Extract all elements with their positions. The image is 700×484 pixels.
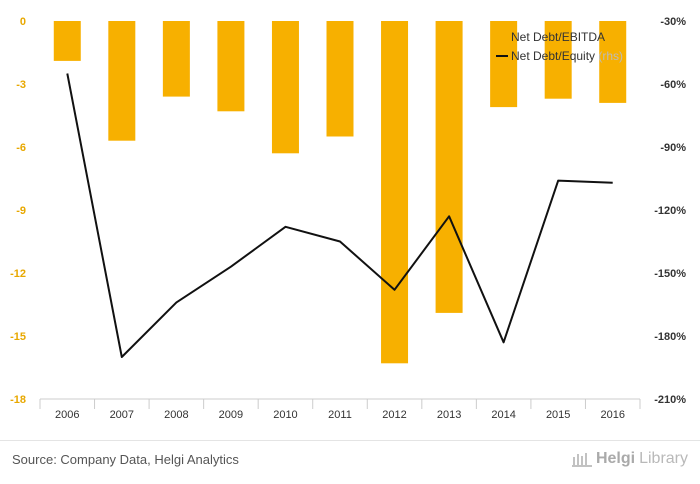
left-tick-label: -3	[16, 79, 26, 91]
x-tick-label-2016: 2016	[600, 409, 624, 421]
bar-2007	[108, 21, 136, 141]
footer: Source: Company Data, Helgi Analytics He…	[0, 440, 700, 484]
bar-2014	[490, 21, 518, 108]
brand-name-library: Library	[639, 450, 688, 467]
bar-2009	[217, 21, 245, 112]
left-tick-label: -15	[10, 331, 26, 343]
line-net-debt-equity	[66, 73, 613, 358]
legend-label-equity: Net Debt/Equity (rhs)	[511, 49, 623, 63]
brand-logo: Helgi Library	[571, 450, 688, 468]
legend-label-ebitda: Net Debt/EBITDA	[511, 30, 605, 44]
right-tick-label: -180%	[654, 331, 686, 343]
bar-2015	[544, 21, 572, 99]
bar-2016	[599, 21, 627, 103]
chart: 2006 2007 2008 2009 2010 2011 2012 2013 2014 2015…	[10, 16, 686, 421]
legend-label-equity-suffix: (rhs)	[598, 49, 623, 63]
x-tick-label-2015: 2015	[546, 409, 570, 421]
x-tick-label-2008: 2008	[164, 409, 188, 421]
bar-2010	[271, 21, 299, 154]
right-tick-label: -120%	[654, 205, 686, 217]
left-tick-label: -6	[16, 142, 26, 154]
x-tick-label-2014: 2014	[491, 409, 515, 421]
left-tick-label: -9	[16, 205, 26, 217]
left-tick-label: 0	[20, 16, 26, 28]
bar-2012	[381, 21, 409, 364]
bar-2011	[326, 21, 354, 137]
x-tick-label-2013: 2013	[437, 409, 461, 421]
right-tick-label: -30%	[660, 16, 686, 28]
bar-2013	[435, 21, 463, 313]
source-note: Source: Company Data, Helgi Analytics	[12, 452, 239, 467]
x-tick-label-2007: 2007	[110, 409, 134, 421]
brand-name-helgi: Helgi	[595, 450, 636, 467]
x-tick-label-2011: 2011	[328, 409, 352, 421]
x-tick-label-2012: 2012	[382, 409, 406, 421]
right-tick-label: -210%	[654, 394, 686, 406]
bar-2006	[53, 21, 81, 61]
x-tick-label-2010: 2010	[273, 409, 297, 421]
left-tick-label: -12	[10, 268, 26, 280]
x-tick-label-2006: 2006	[55, 409, 79, 421]
left-tick-label: -18	[10, 394, 26, 406]
x-tick-label-2009: 2009	[219, 409, 243, 421]
right-tick-label: -150%	[654, 268, 686, 280]
bar-2008	[162, 21, 190, 97]
right-tick-label: -90%	[660, 142, 686, 154]
library-icon	[571, 453, 592, 467]
right-tick-label: -60%	[660, 79, 686, 91]
